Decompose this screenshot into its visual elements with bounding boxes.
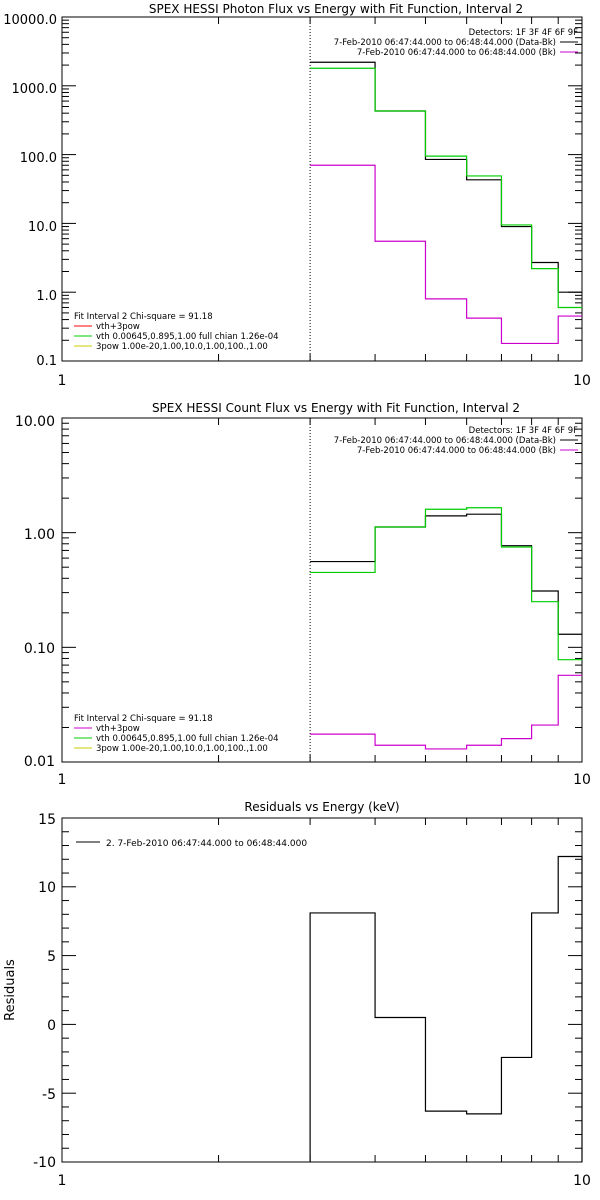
count-header-bk: 7-Feb-2010 06:47:44.000 to 06:48:44.000 … xyxy=(357,446,556,456)
photon-header-detectors: Detectors: 1F 3F 4F 6F 9F xyxy=(469,28,578,38)
resid-x-ticks xyxy=(218,818,559,1162)
count-flux-panel: SPEX HESSI Count Flux vs Energy with Fit… xyxy=(15,401,591,788)
photon-y-tick-label: 1.0 xyxy=(36,289,57,304)
residuals-panel: Residuals vs Energy (keV) 1 10 -10 -5 0 … xyxy=(3,800,591,1189)
photon-y-tick-label: 10000.0 xyxy=(3,13,57,28)
count-y-tick-label: 10.00 xyxy=(15,414,55,430)
count-fit-vth3pow-label: vth+3pow xyxy=(96,724,140,734)
resid-legend-label: 2. 7-Feb-2010 06:47:44.000 to 06:48:44.0… xyxy=(106,839,307,849)
photon-panel-title: SPEX HESSI Photon Flux vs Energy with Fi… xyxy=(149,2,523,16)
resid-y-tick-label: 10 xyxy=(38,880,56,896)
resid-x-tick-label-1: 1 xyxy=(58,1173,67,1189)
count-y-tick-label: 0.01 xyxy=(24,754,55,770)
count-plot-frame xyxy=(61,417,583,763)
count-plot-area xyxy=(309,418,582,762)
count-header-detectors: Detectors: 1F 3F 4F 6F 9F xyxy=(469,426,578,436)
photon-fit-vth-label: vth 0.00645,0.895,1.00 full chian 1.26e-… xyxy=(96,332,279,342)
photon-y-tick-label: 10.0 xyxy=(28,220,57,235)
photon-data-bk-step xyxy=(310,61,582,293)
count-x-tick-label-1: 1 xyxy=(58,772,67,788)
count-y-tick-label: 1.00 xyxy=(24,527,55,543)
resid-y-axis-label: Residuals xyxy=(3,959,18,1021)
photon-header-data-bk: 7-Feb-2010 06:47:44.000 to 06:48:44.000 … xyxy=(334,38,556,48)
photon-fit-total-step xyxy=(310,67,582,309)
count-fit-vth-label: vth 0.00645,0.895,1.00 full chian 1.26e-… xyxy=(96,734,279,744)
count-fit-total-step xyxy=(310,507,582,661)
photon-fit-label: Fit Interval 2 Chi-square = 91.18 xyxy=(74,312,213,322)
resid-y-tick-label: 5 xyxy=(47,949,56,965)
count-x-tick-label-10: 10 xyxy=(573,772,591,788)
count-fit-label: Fit Interval 2 Chi-square = 91.18 xyxy=(74,714,213,724)
count-header-data-bk: 7-Feb-2010 06:47:44.000 to 06:48:44.000 … xyxy=(334,436,556,446)
resid-x-tick-label-10: 10 xyxy=(573,1173,591,1189)
resid-y-tick-label: 15 xyxy=(38,812,56,828)
photon-y-tick-label: 1000.0 xyxy=(12,82,58,97)
photon-fit-3pow-label: 3pow 1.00e-20,1.00,10.0,1.00,100.,1.00 xyxy=(96,342,268,352)
count-y-ticks xyxy=(62,417,582,763)
photon-x-tick-label-10: 10 xyxy=(573,373,591,389)
resid-data-bk-step xyxy=(309,855,583,1162)
photon-plot-area xyxy=(309,17,582,361)
resid-panel-title: Residuals vs Energy (keV) xyxy=(244,800,399,814)
photon-y-tick-label: 100.0 xyxy=(20,151,57,166)
photon-flux-panel: SPEX HESSI Photon Flux vs Energy with Fi… xyxy=(3,2,591,389)
photon-header-bk: 7-Feb-2010 06:47:44.000 to 06:48:44.000 … xyxy=(357,48,556,58)
photon-y-tick-label: 0.1 xyxy=(36,354,57,369)
photon-x-ticks xyxy=(218,17,559,361)
resid-y-ticks xyxy=(62,817,582,1163)
photon-plot-frame xyxy=(61,16,583,362)
resid-y-tick-label: -5 xyxy=(42,1087,56,1103)
resid-y-tick-label: -10 xyxy=(33,1155,56,1171)
photon-x-tick-label-1: 1 xyxy=(58,373,67,389)
count-background-step xyxy=(310,674,582,750)
photon-fit-vth3pow-label: vth+3pow xyxy=(96,322,140,332)
count-x-ticks xyxy=(218,418,559,762)
resid-y-tick-label: 0 xyxy=(47,1018,56,1034)
count-fit-3pow-label: 3pow 1.00e-20,1.00,10.0,1.00,100.,1.00 xyxy=(96,744,268,754)
count-y-tick-label: 0.10 xyxy=(24,641,55,657)
count-panel-title: SPEX HESSI Count Flux vs Energy with Fit… xyxy=(152,401,520,415)
photon-background-step xyxy=(310,164,582,345)
resid-plot-area xyxy=(309,855,583,1162)
resid-plot-frame xyxy=(61,817,583,1163)
count-data-bk-step xyxy=(310,513,582,635)
